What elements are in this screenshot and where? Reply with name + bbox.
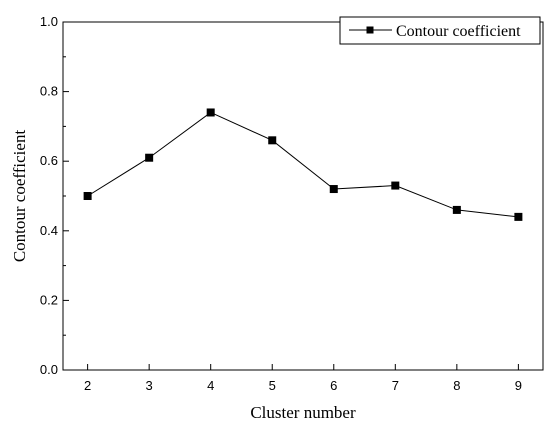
data-point bbox=[329, 185, 338, 194]
series-markers bbox=[83, 108, 523, 221]
legend-label: Contour coefficient bbox=[396, 23, 521, 40]
x-tick-label: 2 bbox=[84, 378, 91, 393]
plot-frame bbox=[62, 21, 544, 371]
x-tick-label: 3 bbox=[146, 378, 153, 393]
series-line bbox=[87, 111, 519, 218]
data-point bbox=[83, 192, 92, 200]
x-tick-label: 5 bbox=[269, 378, 276, 393]
x-tick-label: 9 bbox=[515, 378, 522, 393]
legend-box bbox=[339, 16, 541, 45]
y-axis-ticks: 0.0 0.2 0.4 0.6 0.8 1.0 bbox=[40, 14, 69, 377]
y-axis-title: Contour coefficient bbox=[10, 130, 29, 263]
data-point bbox=[145, 153, 154, 162]
x-tick-label: 8 bbox=[453, 378, 460, 393]
data-point bbox=[391, 181, 400, 190]
y-tick-label: 1.0 bbox=[40, 14, 58, 29]
legend: Contour coefficient bbox=[339, 16, 541, 45]
data-point bbox=[268, 136, 277, 145]
data-point bbox=[206, 108, 215, 117]
legend-marker-sample bbox=[366, 26, 374, 34]
data-point bbox=[452, 205, 461, 214]
x-axis-title: Cluster number bbox=[250, 403, 356, 422]
x-axis-ticks: 2 3 4 5 6 7 8 9 bbox=[84, 364, 522, 393]
y-tick-label: 0.2 bbox=[40, 292, 58, 307]
x-tick-label: 7 bbox=[392, 378, 399, 393]
y-tick-label: 0.4 bbox=[40, 223, 58, 238]
x-tick-label: 4 bbox=[207, 378, 214, 393]
y-tick-label: 0.8 bbox=[40, 84, 58, 99]
data-point bbox=[514, 212, 523, 221]
y-tick-label: 0.0 bbox=[40, 362, 58, 377]
x-tick-label: 6 bbox=[330, 378, 337, 393]
y-tick-label: 0.6 bbox=[40, 153, 58, 168]
